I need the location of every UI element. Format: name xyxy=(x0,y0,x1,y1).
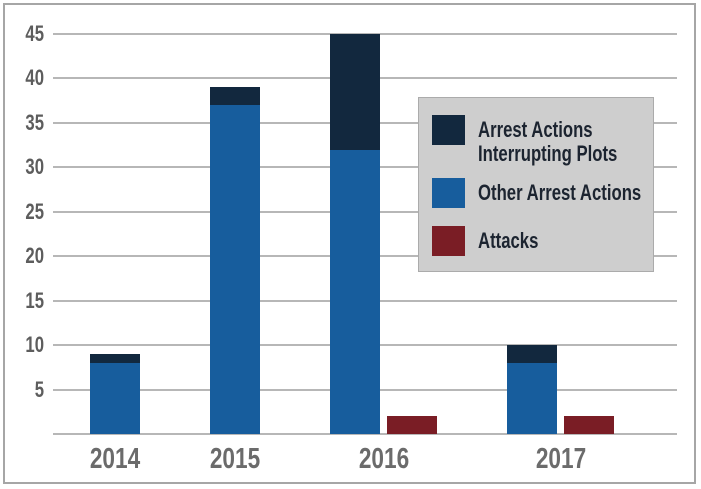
bar-other-arrest-actions-2016 xyxy=(330,149,380,434)
y-tick-label-20: 20 xyxy=(25,243,44,269)
y-tick-label-35: 35 xyxy=(25,109,44,135)
x-tick-label-2016: 2016 xyxy=(358,443,409,475)
legend-swatch-blue xyxy=(432,178,465,208)
legend-swatch-dark-red xyxy=(432,226,465,256)
y-tick-label-5: 5 xyxy=(34,376,44,402)
y-tick-label-15: 15 xyxy=(25,287,44,313)
bar-arrest-actions-interrupting-plots-2017 xyxy=(507,345,557,363)
x-tick-label-2014: 2014 xyxy=(89,443,141,475)
bar-arrest-actions-interrupting-plots-2014 xyxy=(90,354,140,363)
legend-item-arrest-actions-interrupting-plots: Arrest Actions Interrupting Plots xyxy=(432,115,701,166)
legend: Arrest Actions Interrupting Plots Other … xyxy=(418,97,654,272)
bar-other-arrest-actions-2014 xyxy=(90,362,140,434)
x-tick-label-2015: 2015 xyxy=(209,443,261,475)
y-tick-label-10: 10 xyxy=(25,332,44,358)
legend-swatch-navy xyxy=(432,115,465,145)
bar-attacks-2016 xyxy=(387,416,437,434)
bar-arrest-actions-interrupting-plots-2015 xyxy=(210,87,260,106)
y-tick-label-45: 45 xyxy=(25,21,44,46)
legend-item-other-arrest-actions: Other Arrest Actions xyxy=(432,178,701,208)
gridline-0 xyxy=(53,433,677,435)
x-tick-label-2017: 2017 xyxy=(535,443,586,475)
legend-label-attacks: Attacks xyxy=(478,228,539,253)
legend-item-attacks: Attacks xyxy=(432,226,701,256)
bar-attacks-2017 xyxy=(564,416,614,434)
bar-other-arrest-actions-2017 xyxy=(507,362,557,434)
bar-other-arrest-actions-2015 xyxy=(210,105,260,434)
y-tick-label-25: 25 xyxy=(25,198,44,224)
legend-label-arrest-actions-interrupting-plots: Arrest Actions Interrupting Plots xyxy=(478,117,618,166)
y-tick-label-40: 40 xyxy=(25,65,44,91)
bar-arrest-actions-interrupting-plots-2016 xyxy=(330,34,380,150)
y-tick-label-30: 30 xyxy=(25,154,44,180)
legend-label-other-arrest-actions: Other Arrest Actions xyxy=(478,180,642,205)
